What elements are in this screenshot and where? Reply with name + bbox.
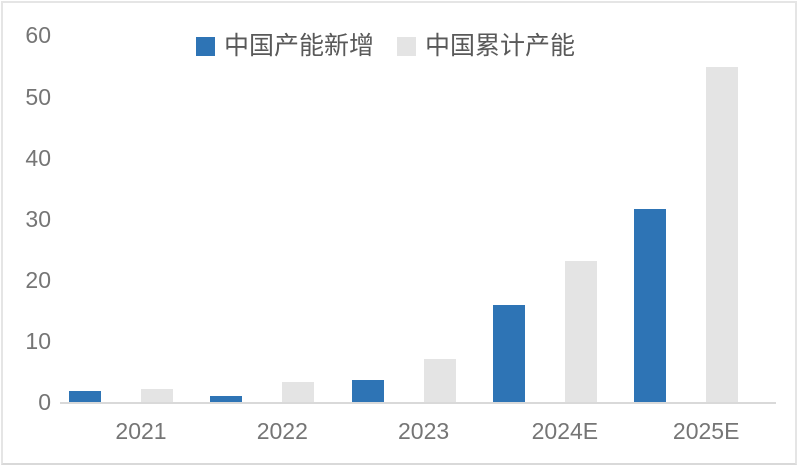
legend: 中国产能新增 中国累计产能 bbox=[196, 32, 575, 60]
bar-cumulative-2025E bbox=[706, 66, 739, 403]
y-tick-label: 30 bbox=[25, 205, 51, 232]
x-tick-label-2023: 2023 bbox=[398, 418, 450, 444]
x-tick-label-2022: 2022 bbox=[256, 418, 308, 444]
bar-new-2025E bbox=[634, 208, 667, 403]
bar-new-2021 bbox=[69, 390, 101, 403]
legend-item-new-capacity: 中国产能新增 bbox=[196, 32, 374, 60]
y-tick-label: 20 bbox=[25, 266, 51, 293]
bar-cumulative-2022 bbox=[282, 381, 315, 403]
y-tick-label: 50 bbox=[25, 83, 51, 110]
bar-new-2023 bbox=[351, 380, 384, 403]
x-tick-label-2021: 2021 bbox=[115, 418, 167, 444]
bar-cumulative-2024E bbox=[564, 261, 597, 403]
x-axis-line bbox=[60, 402, 776, 404]
bar-new-2024E bbox=[492, 305, 525, 403]
legend-swatch-cumulative-capacity-icon bbox=[397, 36, 417, 56]
y-tick-label: 60 bbox=[25, 22, 51, 49]
legend-swatch-new-capacity-icon bbox=[196, 36, 215, 56]
legend-label-new-capacity: 中国产能新增 bbox=[224, 32, 375, 60]
bar-cumulative-2023 bbox=[423, 359, 456, 403]
bar-cumulative-2021 bbox=[141, 388, 173, 403]
y-tick-label: 40 bbox=[25, 144, 51, 171]
x-tick-label-2025E: 2025E bbox=[672, 418, 740, 444]
y-tick-label: 0 bbox=[38, 389, 51, 415]
legend-label-cumulative-capacity: 中国累计产能 bbox=[425, 32, 576, 60]
x-tick-label-2024E: 2024E bbox=[531, 418, 599, 444]
y-tick-label: 10 bbox=[25, 327, 51, 354]
legend-item-cumulative-capacity: 中国累计产能 bbox=[397, 32, 575, 60]
bar-new-2022 bbox=[210, 395, 243, 403]
